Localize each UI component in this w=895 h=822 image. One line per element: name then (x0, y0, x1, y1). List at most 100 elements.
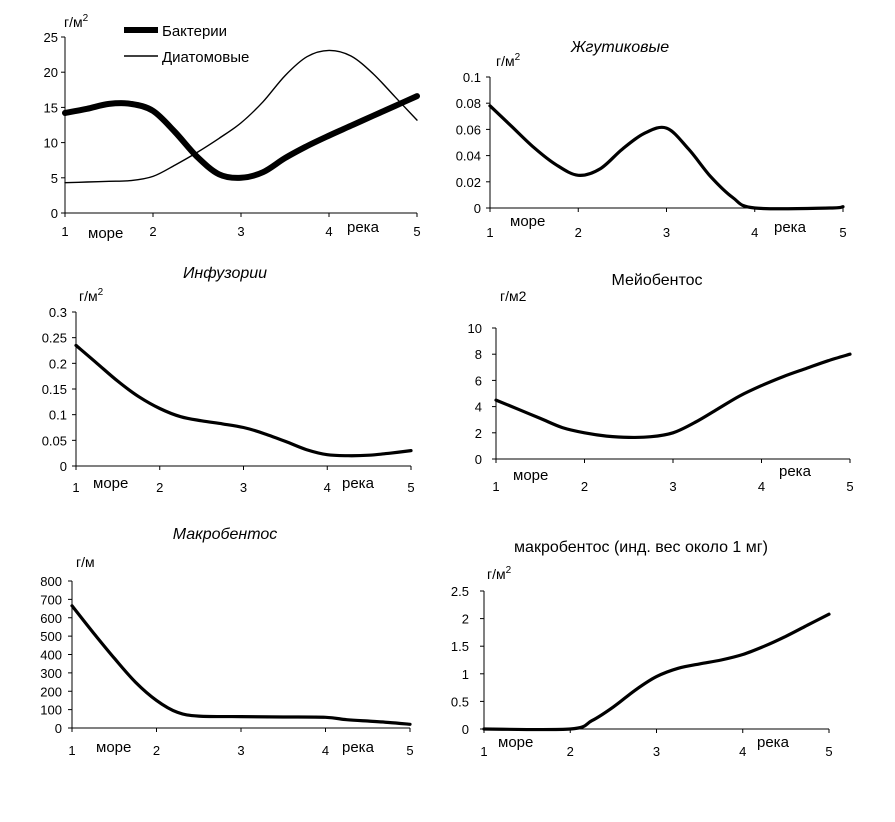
x-tick-label: 5 (413, 224, 420, 239)
chart-legend: Бактерии Диатомовые (124, 23, 249, 66)
y-tick-label: 400 (40, 648, 62, 663)
series-line-1 (74, 343, 413, 458)
y-tick-label: 600 (40, 611, 62, 626)
y-unit-label: г/м2 (500, 288, 527, 304)
y-tick-label: 100 (40, 703, 62, 718)
x-tick-label: 1 (61, 224, 68, 239)
y-tick-label: 0.02 (456, 175, 481, 190)
chart-title: Мейобентос (611, 272, 702, 289)
x-tick-label: 2 (581, 479, 588, 494)
series-line-Бактерии (62, 93, 420, 181)
y-tick-label: 1 (462, 667, 469, 682)
x-tick-label: 2 (575, 225, 582, 240)
annotation-river: река (342, 475, 375, 492)
y-unit-label: г/м2 (79, 287, 104, 304)
y-tick-label: 0.25 (42, 331, 67, 346)
y-tick-label: 0 (60, 459, 67, 474)
y-tick-label: 500 (40, 629, 62, 644)
chart-panel-3: 0 0.05 0.1 0.15 0.2 0.25 0.3 1 2 3 4 5 г/м2 Инфузории… (42, 265, 415, 495)
x-tick-label: 3 (237, 743, 244, 758)
chart-title: Жгутиковые (570, 39, 669, 56)
y-tick-label: 800 (40, 574, 62, 589)
y-unit-label: г/м2 (64, 13, 89, 30)
y-tick-label: 0.05 (42, 433, 67, 448)
y-tick-label: 0.1 (463, 70, 481, 85)
x-tick-label: 2 (153, 743, 160, 758)
x-tick-label: 1 (72, 480, 79, 495)
y-tick-label: 2.5 (451, 584, 469, 599)
annotation-sea: море (510, 213, 545, 230)
x-tick-label: 5 (846, 479, 853, 494)
annotation-sea: море (96, 739, 131, 756)
series-line-1 (482, 612, 831, 732)
y-tick-label: 0 (462, 722, 469, 737)
y-tick-label: 2 (475, 426, 482, 441)
x-tick-label: 5 (406, 743, 413, 758)
y-tick-label: 0.1 (49, 408, 67, 423)
y-unit-label: г/м (76, 554, 95, 570)
legend-label: Диатомовые (162, 49, 249, 66)
y-tick-label: 200 (40, 684, 62, 699)
y-tick-label: 8 (475, 347, 482, 362)
y-tick-label: 10 (44, 136, 58, 151)
x-tick-label: 2 (156, 480, 163, 495)
y-unit-label: г/м2 (496, 52, 521, 69)
chart-panel-1: 0 5 10 15 20 25 1 2 3 4 5 г/м2 море река Бактерии Диато… (44, 13, 421, 242)
x-tick-label: 1 (68, 743, 75, 758)
x-tick-label: 3 (240, 480, 247, 495)
x-tick-label: 3 (237, 224, 244, 239)
x-tick-label: 5 (839, 225, 846, 240)
annotation-river: река (779, 463, 812, 480)
y-tick-label: 0.3 (49, 305, 67, 320)
annotation-river: река (347, 219, 380, 236)
y-tick-label: 0.08 (456, 96, 481, 111)
x-tick-label: 2 (567, 744, 574, 759)
annotation-sea: море (498, 734, 533, 751)
y-tick-label: 25 (44, 30, 58, 45)
y-tick-label: 6 (475, 373, 482, 388)
x-tick-label: 5 (407, 480, 414, 495)
series-line-1 (70, 604, 412, 726)
x-tick-label: 2 (149, 224, 156, 239)
series-line-1 (488, 104, 845, 211)
y-tick-label: 300 (40, 666, 62, 681)
x-tick-label: 3 (663, 225, 670, 240)
y-tick-label: 0 (475, 452, 482, 467)
x-tick-label: 5 (825, 744, 832, 759)
series-line-Диатомовые (64, 49, 418, 184)
y-tick-label: 10 (468, 321, 482, 336)
y-tick-label: 0 (55, 721, 62, 736)
chart-title: Макробентос (173, 526, 278, 543)
y-tick-label: 2 (462, 612, 469, 627)
x-tick-label: 4 (751, 225, 758, 240)
annotation-river: река (342, 739, 375, 756)
y-tick-label: 0.5 (451, 694, 469, 709)
annotation-sea: море (513, 467, 548, 484)
x-tick-label: 4 (325, 224, 332, 239)
x-tick-label: 3 (653, 744, 660, 759)
x-tick-label: 1 (486, 225, 493, 240)
chart-title: макробентос (инд. вес около 1 мг) (514, 539, 768, 556)
y-tick-label: 0.15 (42, 382, 67, 397)
y-tick-label: 4 (475, 400, 482, 415)
y-tick-label: 0.2 (49, 356, 67, 371)
y-unit-label: г/м2 (487, 565, 512, 582)
y-tick-label: 0 (51, 206, 58, 221)
chart-panel-5: 0 100 200 300 400 500 600 700 800 1 2 3 4 5 г/м Макробе… (40, 526, 413, 758)
annotation-river: река (774, 219, 807, 236)
y-tick-label: 1.5 (451, 639, 469, 654)
y-tick-label: 5 (51, 171, 58, 186)
x-tick-label: 1 (480, 744, 487, 759)
y-tick-label: 15 (44, 100, 58, 115)
chart-panel-2: 0 0.02 0.04 0.06 0.08 0.1 1 2 3 4 5 г/м2 Жгутиковые м… (456, 39, 847, 240)
y-tick-label: 20 (44, 65, 58, 80)
x-tick-label: 4 (758, 479, 765, 494)
x-tick-label: 4 (322, 743, 329, 758)
x-tick-label: 4 (739, 744, 746, 759)
annotation-sea: море (93, 475, 128, 492)
annotation-river: река (757, 734, 790, 751)
